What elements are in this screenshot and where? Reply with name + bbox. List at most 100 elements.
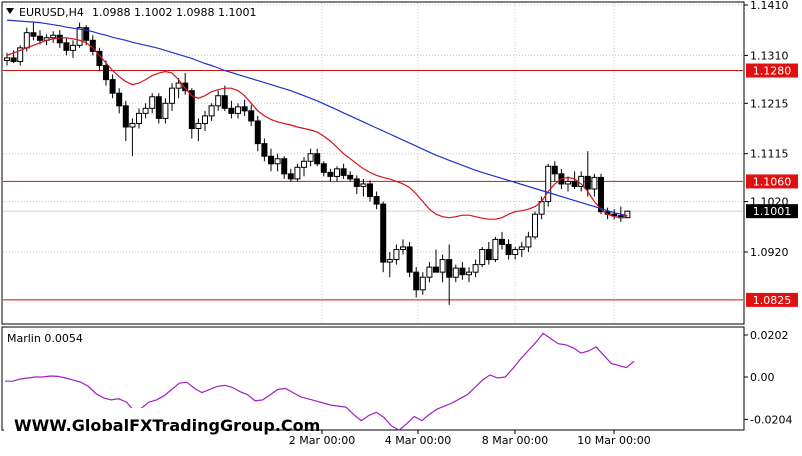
candle-bear [155, 96, 162, 119]
candle-bull [400, 246, 406, 250]
watermark-box [4, 408, 270, 442]
candle-bear [103, 64, 109, 81]
candle-bear [63, 42, 70, 51]
candle-bear [433, 266, 439, 273]
candle-bull [50, 34, 57, 39]
ma-slow-line [6, 19, 628, 217]
candle-bear [254, 120, 261, 145]
candle-bear [406, 246, 413, 273]
candle-bull [472, 264, 479, 273]
current-price-label: 1.1001 [753, 205, 792, 218]
candle-bull [70, 44, 76, 51]
candle-bull [142, 107, 149, 114]
candle-bull [525, 236, 532, 248]
candle-bear [327, 171, 334, 177]
chart-menu-triangle-icon[interactable] [6, 8, 14, 14]
indicator-label: Marlin 0.0054 [7, 332, 83, 345]
candle-bull [452, 267, 459, 278]
candle-bull [419, 276, 426, 291]
indicator-tick-label: 0.00 [750, 371, 775, 384]
level-price-label: 1.1280 [753, 65, 792, 78]
candle-bull [274, 158, 281, 165]
price-tick-label: 1.1310 [750, 49, 789, 62]
candle-bear [287, 173, 294, 180]
candle-bull [591, 176, 598, 190]
candle-bear [261, 143, 268, 157]
marlin-line [5, 332, 635, 431]
candle-bear [281, 158, 288, 175]
candle-bear [347, 174, 354, 180]
ma-fast-line [6, 37, 628, 220]
candle-bull [532, 213, 538, 238]
candle-bull [624, 210, 631, 219]
candle-bull [301, 160, 307, 168]
candle-bull [426, 266, 433, 278]
price-tick-label: 1.1410 [750, 0, 789, 12]
time-tick-label: 10 Mar 00:00 [577, 434, 650, 447]
candle-bear [248, 110, 255, 122]
candles [4, 22, 631, 305]
marlin-oscillator [5, 332, 635, 431]
price-tick-label: 1.1115 [750, 148, 789, 161]
indicator-axis: 0.0202 0.00 -0.0204 [744, 329, 792, 426]
indicator-panel-frame [1, 326, 745, 431]
candle-bear [37, 35, 43, 41]
candle-bull [215, 95, 222, 107]
main-panel-frame [1, 1, 745, 325]
level-price-tag [746, 292, 798, 307]
candle-bull [386, 259, 393, 263]
candle-bull [294, 166, 301, 180]
candle-bull [195, 122, 202, 129]
candle-bear [485, 248, 492, 261]
candle-bull [208, 105, 215, 117]
candle-bear [551, 165, 558, 175]
candle-bear [188, 90, 195, 129]
moving-averages [6, 19, 628, 220]
horizontal-levels[interactable]: 1.1280 1.1060 1.0825 1.1001 [3, 63, 798, 307]
candle-bear [268, 155, 274, 165]
candle-bull [136, 112, 142, 124]
candle-bull [439, 259, 446, 273]
candle-bull [466, 271, 472, 276]
candle-bear [314, 153, 321, 165]
grid [3, 3, 743, 323]
candle-bull [76, 27, 83, 46]
candle-bull [518, 246, 525, 250]
candle-bull [129, 122, 136, 128]
price-tick-label: 1.1215 [750, 97, 789, 110]
candle-bear [571, 180, 578, 187]
price-tick-label: 1.0920 [750, 246, 789, 259]
candle-bull [17, 47, 24, 62]
candle-bear [241, 106, 248, 112]
candle-bull [334, 168, 340, 177]
candle-bull [512, 248, 519, 256]
candle-bear [505, 243, 512, 256]
time-axis: 2 Mar 00:00 4 Mar 00:00 8 Mar 00:00 10 Mar … [289, 430, 651, 447]
candle-bull [23, 32, 30, 49]
candle-bear [611, 213, 618, 217]
candle-bull [307, 153, 314, 162]
candle-bear [10, 57, 17, 62]
candle-bull [393, 248, 400, 261]
level-price-label: 1.1060 [753, 175, 792, 188]
candle-bull [149, 96, 156, 109]
candle-bear [380, 203, 387, 263]
candle-bull [565, 180, 571, 185]
candle-bull [492, 238, 499, 261]
candle-bear [340, 168, 347, 176]
candle-bear [116, 92, 123, 107]
candle-bear [109, 79, 116, 94]
candle-bull [162, 102, 169, 119]
candle-bear [228, 107, 235, 114]
candle-bull [169, 87, 175, 104]
candle-bear [373, 196, 380, 205]
symbol-timeframe: EURUSD,H4 [19, 6, 84, 19]
time-tick-label: 4 Mar 00:00 [385, 434, 451, 447]
watermark: WWW.GlobalFXTradingGroup.Com [14, 416, 320, 435]
candle-bear [182, 82, 189, 92]
indicator-tick-label: -0.0204 [750, 413, 792, 426]
candle-bear [598, 176, 604, 213]
candle-bull [235, 106, 241, 114]
